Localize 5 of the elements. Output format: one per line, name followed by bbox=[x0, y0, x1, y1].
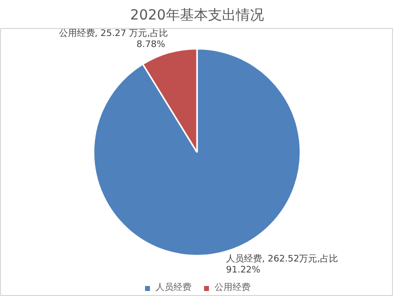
legend-label: 人员经费 bbox=[156, 282, 192, 294]
chart-title: 2020年基本支出情况 bbox=[130, 8, 264, 24]
data-label: 人员经费, 262.52万元,占比91.22% bbox=[226, 253, 338, 276]
data-label: 公用经费, 25.27 万元,占比 8.78% bbox=[58, 28, 168, 50]
legend-label: 公用经费 bbox=[214, 282, 250, 294]
